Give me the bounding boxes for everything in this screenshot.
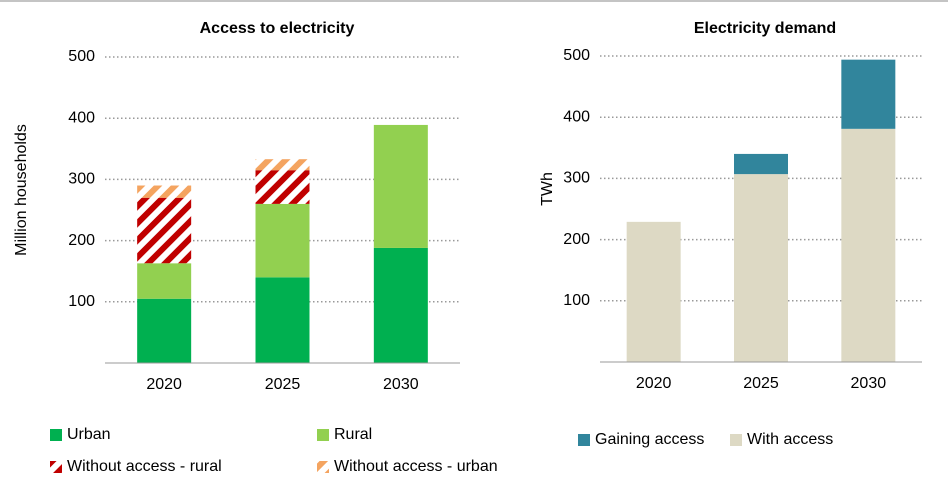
legend-label: Rural <box>334 426 372 443</box>
y-tick-label: 200 <box>68 232 95 249</box>
x-tick-label: 2030 <box>383 376 419 393</box>
bar-segment <box>137 263 192 299</box>
y-tick-label: 100 <box>68 293 95 310</box>
y-tick-label: 300 <box>563 170 590 187</box>
x-tick-label: 2030 <box>851 375 887 392</box>
y-tick-label: 300 <box>68 171 95 188</box>
x-tick-label: 2025 <box>265 376 301 393</box>
bar-segment <box>373 124 428 248</box>
bar-segment <box>373 247 428 363</box>
bar-segment <box>626 221 681 362</box>
y-tick-label: 400 <box>68 109 95 126</box>
legend-swatch <box>317 461 329 473</box>
legend-swatch <box>50 429 62 441</box>
bar-segment <box>841 59 896 129</box>
legend-label: Without access - urban <box>334 458 498 475</box>
legend-label: Gaining access <box>595 431 704 448</box>
y-tick-label: 200 <box>563 231 590 248</box>
x-tick-label: 2020 <box>146 376 182 393</box>
legend-swatch <box>50 461 62 473</box>
bar-segment <box>137 197 192 264</box>
x-tick-label: 2020 <box>636 375 672 392</box>
chart-title: Electricity demand <box>694 20 836 37</box>
bar-segment <box>255 203 310 278</box>
chart-title: Access to electricity <box>200 20 355 37</box>
y-tick-label: 500 <box>68 48 95 65</box>
bar-segment <box>255 277 310 363</box>
x-tick-label: 2025 <box>743 375 779 392</box>
legend-swatch <box>730 434 742 446</box>
y-axis-label: Million households <box>13 124 30 256</box>
legend-swatch <box>317 429 329 441</box>
y-tick-label: 400 <box>563 108 590 125</box>
y-tick-label: 500 <box>563 47 590 64</box>
legend-label: With access <box>747 431 833 448</box>
legend-label: Without access - rural <box>67 458 222 475</box>
bar-segment <box>255 159 310 171</box>
bar-segment <box>255 170 310 204</box>
bar-segment <box>137 185 192 198</box>
bar-segment <box>137 298 192 363</box>
y-axis-label: TWh <box>539 172 556 206</box>
bar-segment <box>734 153 788 175</box>
y-tick-label: 100 <box>563 292 590 309</box>
bar-segment <box>734 174 788 362</box>
bar-segment <box>841 128 896 362</box>
legend-label: Urban <box>67 426 111 443</box>
legend-swatch <box>578 434 590 446</box>
